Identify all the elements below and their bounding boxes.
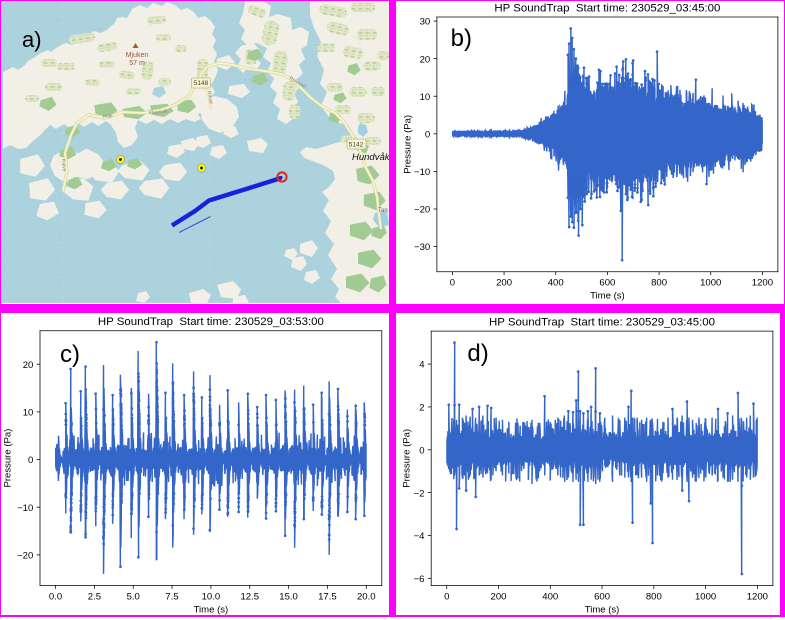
svg-text:12.5: 12.5 xyxy=(240,591,259,602)
svg-text:−4: −4 xyxy=(414,531,426,542)
svg-text:Naust: Naust xyxy=(206,90,214,104)
svg-text:a): a) xyxy=(22,27,42,52)
svg-text:Pressure (Pa): Pressure (Pa) xyxy=(402,115,413,174)
svg-text:1200: 1200 xyxy=(752,278,773,289)
svg-text:Kalve: Kalve xyxy=(60,159,67,172)
svg-text:20: 20 xyxy=(23,360,34,371)
svg-text:1200: 1200 xyxy=(747,592,768,603)
svg-text:−2: −2 xyxy=(414,488,425,499)
svg-text:Time (s): Time (s) xyxy=(194,605,229,615)
svg-text:Time (s): Time (s) xyxy=(585,605,620,615)
svg-text:HP SoundTrap Start time: 2305: HP SoundTrap Start time: 230529_03:45:00 xyxy=(494,2,720,14)
svg-text:0: 0 xyxy=(28,455,33,466)
svg-text:20: 20 xyxy=(420,54,431,65)
svg-text:−6: −6 xyxy=(414,574,425,585)
svg-text:10.0: 10.0 xyxy=(202,591,221,602)
svg-text:400: 400 xyxy=(548,278,564,289)
svg-text:Mjuken: Mjuken xyxy=(126,52,149,59)
svg-text:30: 30 xyxy=(420,17,431,28)
svg-text:0: 0 xyxy=(450,278,455,289)
svg-text:2.5: 2.5 xyxy=(88,591,101,602)
svg-text:200: 200 xyxy=(496,278,512,289)
svg-text:Pressure (Pa): Pressure (Pa) xyxy=(2,429,13,488)
svg-text:Hille: Hille xyxy=(103,113,113,120)
svg-text:600: 600 xyxy=(594,592,610,603)
svg-text:HP SoundTrap Start time: 2305: HP SoundTrap Start time: 230529_03:53:00 xyxy=(98,316,324,328)
svg-text:800: 800 xyxy=(651,278,667,289)
svg-text:10: 10 xyxy=(23,407,34,418)
svg-text:0.0: 0.0 xyxy=(49,591,62,602)
svg-text:−10: −10 xyxy=(414,167,430,178)
svg-text:0: 0 xyxy=(419,445,424,456)
svg-text:Time (s): Time (s) xyxy=(590,291,625,302)
svg-text:1000: 1000 xyxy=(700,278,721,289)
svg-text:1000: 1000 xyxy=(695,592,716,603)
svg-text:600: 600 xyxy=(599,278,615,289)
svg-text:5142: 5142 xyxy=(349,142,364,149)
svg-text:15.0: 15.0 xyxy=(279,591,298,602)
svg-text:Tan: Tan xyxy=(378,208,388,214)
svg-text:4: 4 xyxy=(419,360,425,371)
svg-text:Klepsvik: Klepsvik xyxy=(149,109,168,116)
svg-text:−30: −30 xyxy=(414,242,430,253)
svg-text:−10: −10 xyxy=(17,503,33,514)
svg-text:0: 0 xyxy=(444,592,449,603)
svg-text:400: 400 xyxy=(542,592,558,603)
svg-text:20.0: 20.0 xyxy=(357,591,376,602)
svg-text:7.5: 7.5 xyxy=(165,591,178,602)
svg-text:5148: 5148 xyxy=(194,80,209,87)
svg-text:17.5: 17.5 xyxy=(318,591,337,602)
svg-text:200: 200 xyxy=(491,592,507,603)
svg-text:57 m: 57 m xyxy=(129,60,145,67)
svg-text:2: 2 xyxy=(419,403,424,414)
svg-text:5.0: 5.0 xyxy=(127,591,140,602)
svg-text:0: 0 xyxy=(425,129,430,140)
svg-text:10: 10 xyxy=(420,92,431,103)
svg-text:Hundvåkø: Hundvåkø xyxy=(352,152,389,163)
svg-text:800: 800 xyxy=(646,592,662,603)
svg-text:−20: −20 xyxy=(414,205,430,216)
svg-text:−20: −20 xyxy=(17,550,33,561)
svg-text:HP SoundTrap Start time: 2305: HP SoundTrap Start time: 230529_03:45:00 xyxy=(489,316,715,328)
svg-text:Pressure (Pa): Pressure (Pa) xyxy=(402,429,413,488)
